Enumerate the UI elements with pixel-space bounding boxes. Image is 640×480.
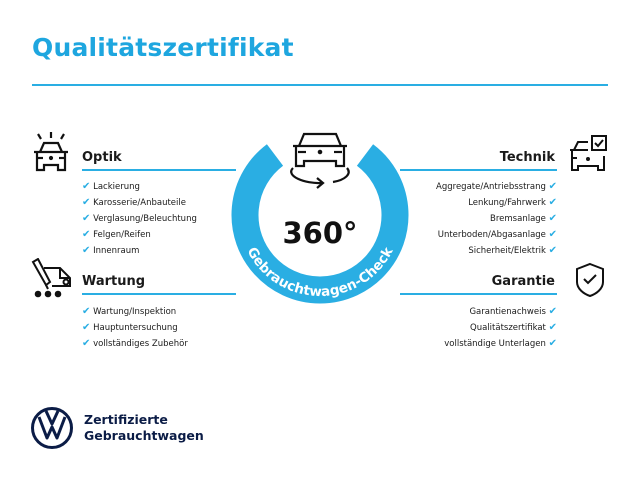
garantie-heading: Garantie <box>491 274 555 289</box>
list-item: Aggregate/Antriebsstrang ✔ <box>436 181 557 192</box>
list-item: ✔ Wartung/Inspektion <box>82 306 177 317</box>
badge-value: 360° <box>282 216 357 250</box>
check-icon: ✔ <box>548 306 557 317</box>
check-icon: ✔ <box>548 181 557 192</box>
list-item: ✔ Verglasung/Beleuchtung <box>82 213 197 224</box>
check-icon: ✔ <box>82 322 91 333</box>
vw-logo <box>30 406 74 454</box>
check-icon: ✔ <box>548 213 557 224</box>
car-checklist-icon <box>568 134 610 174</box>
check-icon: ✔ <box>82 197 91 208</box>
check-icon: ✔ <box>548 245 557 256</box>
check-icon: ✔ <box>548 338 557 349</box>
technik-heading: Technik <box>499 150 555 165</box>
wartung-heading: Wartung <box>82 274 146 289</box>
list-item: Bremsanlage ✔ <box>490 213 557 224</box>
list-item: ✔ Karosserie/Anbauteile <box>82 197 186 208</box>
wartung-divider <box>82 293 236 295</box>
badge-ring <box>231 144 409 304</box>
list-item: Unterboden/Abgasanlage ✔ <box>437 229 557 240</box>
check-icon: ✔ <box>548 322 557 333</box>
technik-divider <box>400 169 557 171</box>
list-item: ✔ Felgen/Reifen <box>82 229 151 240</box>
optik-heading: Optik <box>82 150 122 165</box>
list-item: Qualitätszertifikat ✔ <box>470 322 557 333</box>
list-item: Sicherheit/Elektrik ✔ <box>468 245 557 256</box>
wartung-list: ✔ Wartung/Inspektion ✔ Hauptuntersuchung… <box>82 304 188 352</box>
check-icon: ✔ <box>82 306 91 317</box>
page-title: Qualitätszertifikat <box>32 33 294 62</box>
optik-divider <box>82 169 236 171</box>
360-check-badge: Gebrauchtwagen-Check 360° <box>231 132 409 304</box>
brand-text: Zertifizierte Gebrauchtwagen <box>84 412 204 443</box>
title-divider <box>32 84 608 86</box>
car-lights-icon <box>30 130 72 174</box>
check-icon: ✔ <box>82 229 91 240</box>
optik-list: ✔ Lackierung ✔ Karosserie/Anbauteile ✔ V… <box>82 179 197 259</box>
list-item: vollständige Unterlagen ✔ <box>444 338 557 349</box>
list-item: ✔ vollständiges Zubehör <box>82 338 188 349</box>
garantie-list: Garantienachweis ✔ Qualitätszertifikat ✔… <box>444 304 557 352</box>
list-item: ✔ Hauptuntersuchung <box>82 322 178 333</box>
car-rotate-icon <box>290 132 350 189</box>
list-item: Lenkung/Fahrwerk ✔ <box>468 197 557 208</box>
technik-list: Aggregate/Antriebsstrang ✔ Lenkung/Fahrw… <box>436 179 557 259</box>
check-icon: ✔ <box>82 213 91 224</box>
service-truck-icon <box>30 258 74 298</box>
list-item: Garantienachweis ✔ <box>469 306 557 317</box>
list-item: ✔ Lackierung <box>82 181 140 192</box>
shield-check-icon <box>575 262 605 298</box>
check-icon: ✔ <box>82 338 91 349</box>
check-icon: ✔ <box>82 245 91 256</box>
check-icon: ✔ <box>82 181 91 192</box>
check-icon: ✔ <box>548 229 557 240</box>
list-item: ✔ Innenraum <box>82 245 140 256</box>
check-icon: ✔ <box>548 197 557 208</box>
garantie-divider <box>400 293 557 295</box>
